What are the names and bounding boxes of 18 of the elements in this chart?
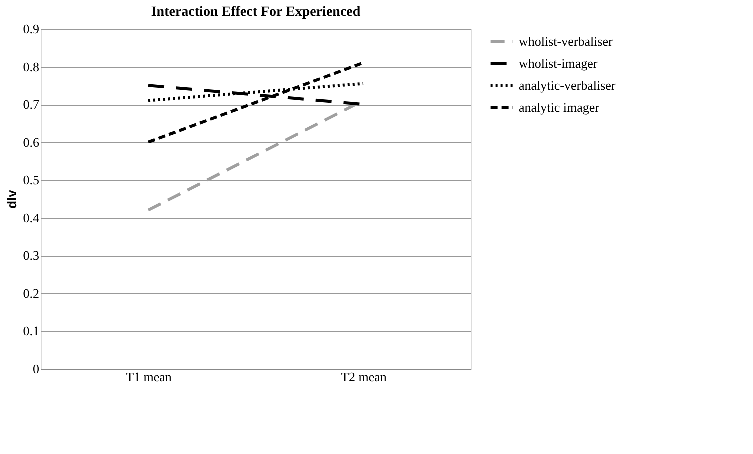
y-tick-label: 0.3 xyxy=(23,248,40,264)
y-tick-label: 0.8 xyxy=(23,59,40,74)
y-tick-label: 0.9 xyxy=(23,22,40,36)
x-tick-label: T2 mean xyxy=(341,370,388,384)
legend-label: analytic-verbaliser xyxy=(519,78,616,93)
y-tick-label: 0.6 xyxy=(23,134,40,150)
legend-label: analytic imager xyxy=(519,100,600,115)
x-tick-label: T1 mean xyxy=(126,370,172,384)
y-tick-label: 0.2 xyxy=(23,286,40,301)
y-tick-label: 0.7 xyxy=(23,97,40,112)
y-axis-title: dlv xyxy=(4,189,20,209)
y-tick-label: 0.1 xyxy=(23,324,40,339)
legend-label: wholist-imager xyxy=(519,56,598,71)
chart-title: Interaction Effect For Experienced xyxy=(151,5,361,20)
y-tick-label: 0 xyxy=(33,362,40,376)
y-tick-label: 0.5 xyxy=(23,172,40,188)
legend-label: wholist-verbaliser xyxy=(519,34,614,49)
y-tick-label: 0.4 xyxy=(23,210,40,226)
